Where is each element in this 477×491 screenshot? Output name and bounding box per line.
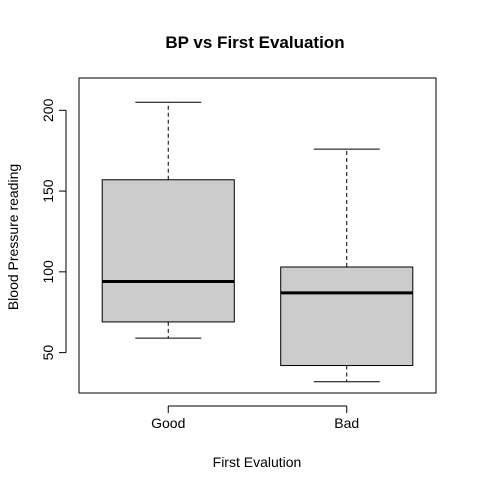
y-axis-label: Blood Pressure reading [5, 164, 21, 310]
x-axis: Good Bad [151, 405, 359, 431]
y-tick-label: 150 [40, 179, 56, 203]
y-tick-label: 200 [40, 98, 56, 122]
plot-area [101, 101, 414, 383]
interquartile-box [101, 179, 235, 323]
box-bad [280, 148, 414, 383]
x-tick-label: Bad [334, 415, 359, 431]
box-good [101, 101, 235, 339]
chart-title: BP vs First Evaluation [165, 33, 344, 52]
y-tick-label: 100 [40, 260, 56, 284]
plot-frame [78, 77, 437, 394]
interquartile-box [280, 266, 414, 367]
y-tick-label: 50 [40, 345, 56, 361]
x-axis-label: First Evalution [213, 454, 302, 470]
x-tick-label: Good [151, 415, 185, 431]
y-axis: 50 100 150 200 [40, 98, 67, 361]
